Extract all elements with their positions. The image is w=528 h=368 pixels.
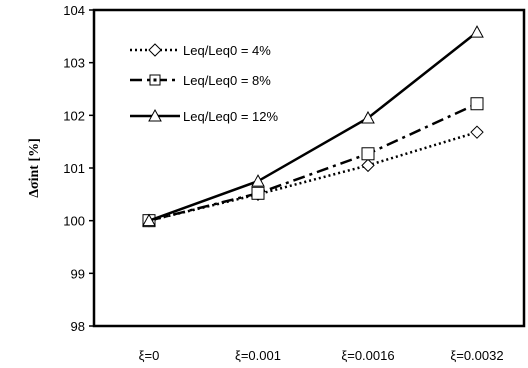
y-tick-label: 99	[71, 266, 85, 281]
legend-item: Leq/Leq0 = 4%	[130, 43, 271, 58]
y-tick-label: 100	[63, 214, 85, 229]
data-point-marker	[251, 174, 265, 187]
legend: Leq/Leq0 = 4% Leq/Leq0 = 8% Leq/Leq0 = 12%	[130, 43, 278, 124]
data-point-marker	[361, 158, 375, 173]
series-layer	[142, 25, 484, 228]
data-point-marker	[470, 125, 484, 139]
plot-area	[92, 8, 526, 328]
y-tick-label: 101	[63, 161, 85, 176]
legend-label: Leq/Leq0 = 4%	[183, 43, 271, 58]
data-point-marker	[361, 110, 375, 124]
legend-label: Leq/Leq0 = 8%	[183, 73, 271, 88]
y-tick-label: 102	[63, 108, 85, 123]
data-point-marker	[470, 25, 484, 38]
data-point-marker	[142, 213, 156, 227]
legend-item: Leq/Leq0 = 8%	[130, 73, 271, 88]
data-point-marker	[361, 147, 375, 161]
legend-item: Leq/Leq0 = 12%	[130, 108, 278, 124]
x-tick-label: ξ=0.0016	[341, 348, 394, 363]
data-point-marker	[251, 186, 265, 200]
series-line	[148, 102, 478, 222]
y-axis-label: Δσint [%]	[27, 138, 42, 198]
legend-label: Leq/Leq0 = 12%	[183, 109, 278, 124]
legend-marker	[148, 43, 162, 57]
series-line	[148, 31, 478, 222]
series-3	[142, 25, 484, 227]
x-axis-ticks: ξ=0 ξ=0.001 ξ=0.0016 ξ=0.0032	[139, 348, 504, 363]
marker-dot	[153, 78, 157, 82]
series-2	[142, 97, 484, 228]
data-point-marker	[470, 97, 484, 111]
y-tick-label: 103	[63, 56, 85, 71]
y-tick-label: 98	[71, 319, 85, 334]
x-tick-label: ξ=0	[139, 348, 160, 363]
x-tick-label: ξ=0.001	[235, 348, 281, 363]
x-tick-label: ξ=0.0032	[450, 348, 503, 363]
y-axis-ticks: 98 99 100 101 102 103 104	[63, 3, 94, 334]
series-1	[142, 125, 484, 228]
y-tick-label: 104	[63, 3, 85, 18]
legend-marker	[148, 108, 162, 122]
